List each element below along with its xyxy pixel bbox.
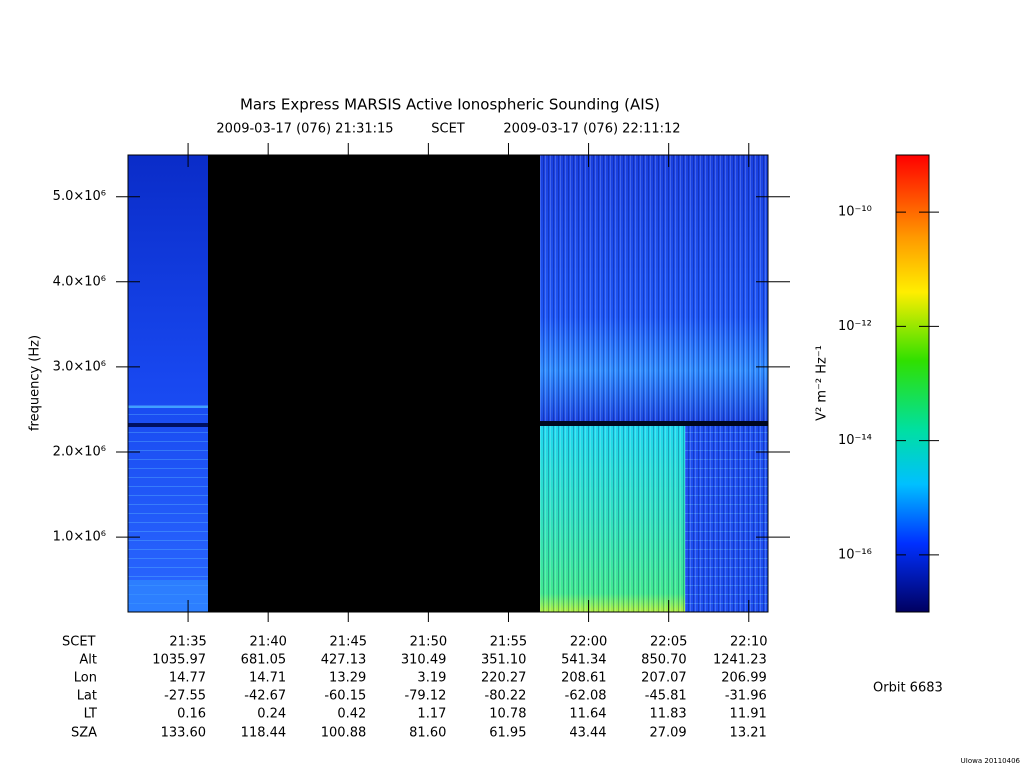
table-cell: 11.64 <box>569 707 606 722</box>
table-cell: 0.24 <box>257 707 286 722</box>
colorbar-tick-label: 10⁻¹² <box>838 319 872 334</box>
y-tick-label: 4.0×10⁶ <box>53 274 106 289</box>
spectrogram-texture <box>128 400 208 612</box>
spectrogram-band <box>540 421 768 426</box>
table-cell: -31.96 <box>725 689 767 704</box>
orbit: Orbit 6683 <box>873 681 943 696</box>
time-end: 2009-03-17 (076) 22:11:12 <box>503 122 680 137</box>
table-cell: 100.88 <box>321 726 367 741</box>
spectrogram-band <box>128 580 208 612</box>
table-cell: -45.81 <box>645 689 687 704</box>
table-cell: 14.77 <box>169 671 206 686</box>
table-cell: 1035.97 <box>152 653 206 668</box>
x-tick-label: 21:50 <box>410 635 447 650</box>
colorbar-label: V² m⁻² Hz⁻¹ <box>815 345 830 421</box>
colorbar <box>895 154 930 613</box>
table-cell: -79.12 <box>404 689 446 704</box>
x-tick-label: 21:35 <box>169 635 206 650</box>
spectrogram-band <box>128 423 208 427</box>
row-label: Alt <box>79 653 97 668</box>
x-tick-label: 21:45 <box>330 635 367 650</box>
time-label: SCET <box>431 122 465 137</box>
plot-frame <box>127 154 769 613</box>
spectrogram-band <box>128 406 208 408</box>
x-tick-label: 22:05 <box>650 635 687 650</box>
table-cell: 13.21 <box>730 726 767 741</box>
table-cell: 43.44 <box>569 726 606 741</box>
x-tick-label: 21:40 <box>249 635 286 650</box>
time-start: 2009-03-17 (076) 21:31:15 <box>216 122 393 137</box>
colorbar-tick-label: 10⁻¹⁰ <box>838 205 872 220</box>
row-label: LT <box>84 707 97 722</box>
table-cell: 0.42 <box>337 707 366 722</box>
table-cell: -27.55 <box>164 689 206 704</box>
row-label: SZA <box>71 726 97 741</box>
table-cell: 310.49 <box>401 653 447 668</box>
y-axis-label: frequency (Hz) <box>28 335 43 431</box>
table-cell: 220.27 <box>481 671 527 686</box>
table-cell: 3.19 <box>417 671 446 686</box>
table-cell: -62.08 <box>565 689 607 704</box>
table-cell: -80.22 <box>485 689 527 704</box>
spectrogram-gap <box>208 155 540 612</box>
table-cell: 351.10 <box>481 653 527 668</box>
chart-title: Mars Express MARSIS Active Ionospheric S… <box>240 96 660 114</box>
table-cell: -42.67 <box>244 689 286 704</box>
table-cell: 14.71 <box>249 671 286 686</box>
row-label: Lat <box>77 689 97 704</box>
version: UIowa 20110406 <box>961 757 1021 765</box>
table-cell: 118.44 <box>241 726 287 741</box>
spectrogram-texture <box>540 155 768 612</box>
table-cell: 1.17 <box>417 707 446 722</box>
y-tick-label: 2.0×10⁶ <box>53 445 106 460</box>
table-cell: 1241.23 <box>713 653 767 668</box>
table-cell: 61.95 <box>489 726 526 741</box>
table-cell: 81.60 <box>409 726 446 741</box>
table-cell: 0.16 <box>177 707 206 722</box>
row-label: Lon <box>74 671 97 686</box>
row-label: SCET <box>62 635 96 650</box>
x-tick-label: 22:10 <box>730 635 767 650</box>
x-tick-label: 22:00 <box>570 635 607 650</box>
y-tick-label: 5.0×10⁶ <box>53 189 106 204</box>
y-tick-label: 3.0×10⁶ <box>53 359 106 374</box>
table-cell: -60.15 <box>324 689 366 704</box>
spectrogram <box>128 155 768 612</box>
table-cell: 207.07 <box>641 671 687 686</box>
table-cell: 681.05 <box>241 653 287 668</box>
table-cell: 11.83 <box>649 707 686 722</box>
y-tick-label: 1.0×10⁶ <box>53 530 106 545</box>
colorbar-tick-label: 10⁻¹⁶ <box>838 547 872 562</box>
table-cell: 10.78 <box>489 707 526 722</box>
table-cell: 13.29 <box>329 671 366 686</box>
colorbar-tick-label: 10⁻¹⁴ <box>838 433 872 448</box>
table-cell: 427.13 <box>321 653 367 668</box>
table-cell: 27.09 <box>649 726 686 741</box>
table-cell: 11.91 <box>730 707 767 722</box>
table-cell: 208.61 <box>561 671 607 686</box>
table-cell: 133.60 <box>161 726 207 741</box>
x-tick-label: 21:55 <box>490 635 527 650</box>
table-cell: 206.99 <box>721 671 767 686</box>
table-cell: 541.34 <box>561 653 607 668</box>
table-cell: 850.70 <box>641 653 687 668</box>
